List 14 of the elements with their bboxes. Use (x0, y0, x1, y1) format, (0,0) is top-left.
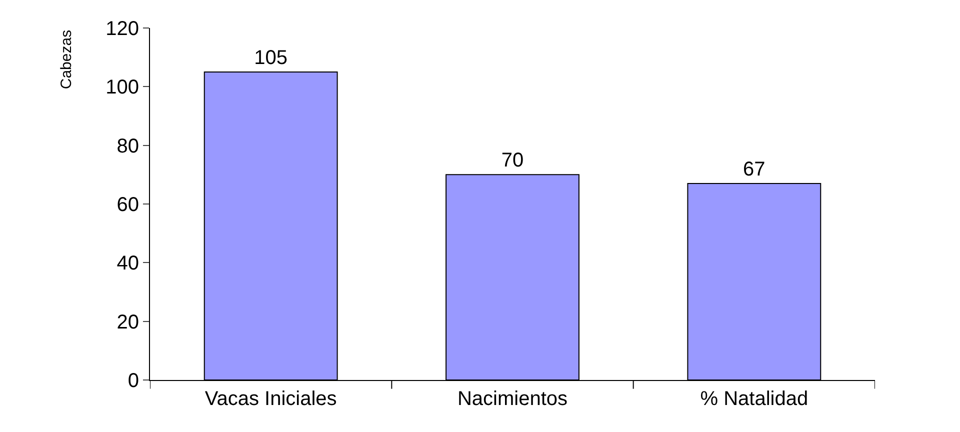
y-tick-label: 100 (106, 76, 139, 99)
y-tick-label: 80 (116, 135, 139, 158)
y-tick-label: 120 (106, 18, 139, 40)
data-label: 105 (254, 47, 288, 69)
y-tick-label: 60 (116, 194, 139, 216)
y-tick-label: 40 (116, 252, 139, 275)
y-axis-title: Cabezas (58, 30, 76, 90)
x-tick-label: % Natalidad (700, 388, 808, 410)
data-label: 67 (743, 158, 766, 180)
y-tick-label: 0 (128, 370, 139, 392)
x-tick-label: Vacas Iniciales (204, 388, 337, 410)
x-tick-label: Nacimientos (457, 388, 568, 410)
data-label: 70 (501, 150, 524, 172)
y-tick-label: 20 (116, 311, 139, 334)
